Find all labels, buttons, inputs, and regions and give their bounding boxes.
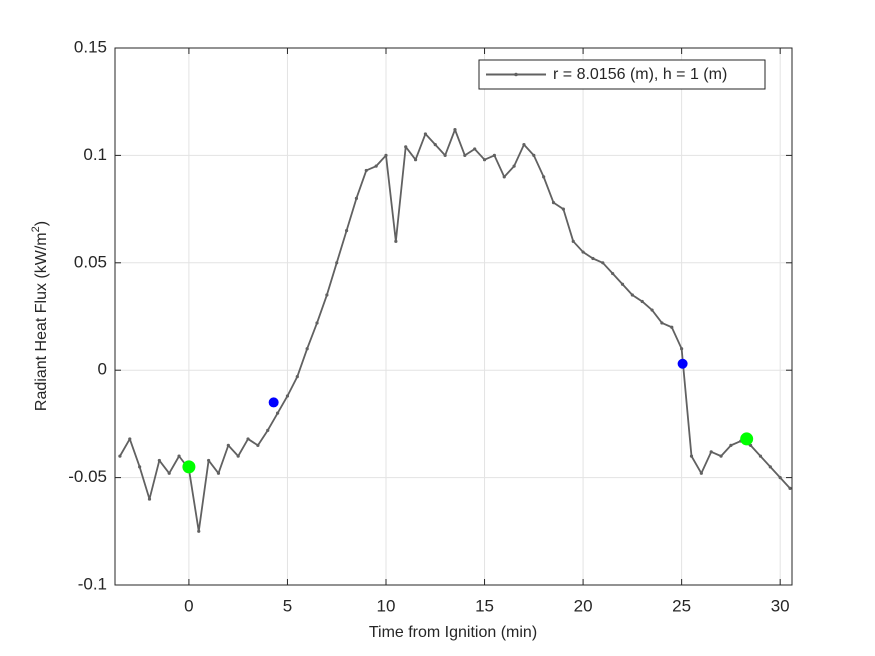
x-tick-label: 20 <box>574 596 593 615</box>
x-tick-label: 25 <box>672 596 691 615</box>
y-label-text: Radiant Heat Flux (kW/m <box>33 232 50 411</box>
axes-box <box>114 47 793 586</box>
x-axis-label: Time from Ignition (min) <box>369 624 537 641</box>
highlight-point <box>268 397 279 408</box>
plot-area <box>115 48 792 585</box>
x-tick-label: 10 <box>377 596 396 615</box>
y-tick-label: -0.1 <box>78 574 107 593</box>
y-tick-label: 0 <box>98 360 107 379</box>
y-tick-label: -0.05 <box>68 467 107 486</box>
x-tick-label: 0 <box>184 596 193 615</box>
legend-label: r = 8.0156 (m), h = 1 (m) <box>553 66 727 83</box>
y-label-end: ) <box>33 221 50 226</box>
x-tick-label: 5 <box>283 596 292 615</box>
highlight-point <box>740 432 754 446</box>
data-line <box>118 128 792 533</box>
legend-marker <box>514 72 518 77</box>
highlight-point <box>182 460 196 474</box>
x-tick-label: 15 <box>475 596 494 615</box>
y-axis-label: Radiant Heat Flux (kW/m2) <box>30 221 50 411</box>
x-tick-label: 30 <box>771 596 790 615</box>
y-tick-label: 0.1 <box>83 145 107 164</box>
legend: r = 8.0156 (m), h = 1 (m) <box>478 59 766 90</box>
y-label-sup: 2 <box>30 226 42 232</box>
y-tick-label: 0.15 <box>74 37 107 56</box>
highlight-point <box>677 358 688 369</box>
y-tick-label: 0.05 <box>74 252 107 271</box>
